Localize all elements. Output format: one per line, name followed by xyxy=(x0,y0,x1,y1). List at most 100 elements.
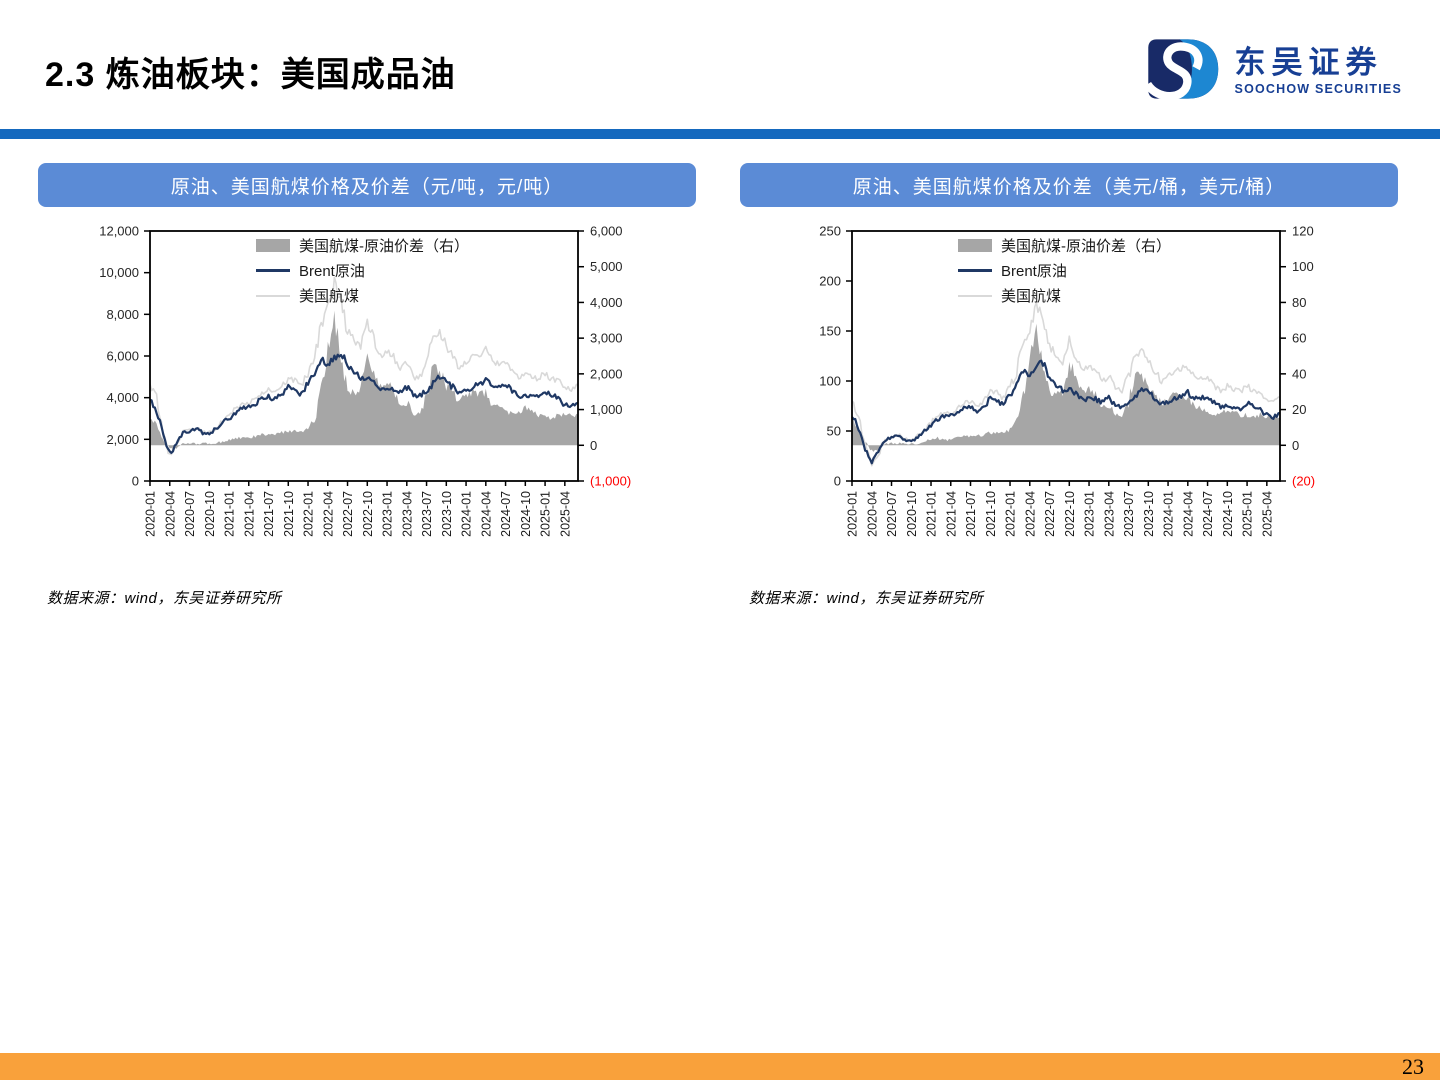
svg-text:2,000: 2,000 xyxy=(106,432,139,447)
svg-text:1,000: 1,000 xyxy=(590,402,623,417)
svg-text:2023-10: 2023-10 xyxy=(440,491,454,537)
svg-text:2022-01: 2022-01 xyxy=(1004,491,1018,537)
svg-text:0: 0 xyxy=(1292,438,1299,453)
chart-title-cny: 原油、美国航煤价格及价差（元/吨，元/吨） xyxy=(38,163,696,207)
svg-text:3,000: 3,000 xyxy=(590,331,623,346)
svg-text:2024-04: 2024-04 xyxy=(1181,491,1195,537)
footer-bar xyxy=(0,1053,1440,1080)
svg-text:2021-04: 2021-04 xyxy=(944,491,958,537)
svg-text:2022-10: 2022-10 xyxy=(1063,491,1077,537)
legend-label-spread: 美国航煤-原油价差（右） xyxy=(299,238,469,255)
svg-text:2023-07: 2023-07 xyxy=(1122,491,1136,537)
svg-text:2023-01: 2023-01 xyxy=(1083,491,1097,537)
svg-text:2021-01: 2021-01 xyxy=(925,491,939,537)
svg-text:8,000: 8,000 xyxy=(106,307,139,322)
svg-text:2024-01: 2024-01 xyxy=(460,491,474,537)
svg-text:2024-07: 2024-07 xyxy=(499,491,513,537)
charts-row: 原油、美国航煤价格及价差（元/吨，元/吨） 美国航煤-原油价差（右） Brent… xyxy=(38,163,1398,608)
svg-text:2021-07: 2021-07 xyxy=(964,491,978,537)
legend-item-brent: Brent原油 xyxy=(958,260,1171,281)
svg-text:2022-04: 2022-04 xyxy=(1023,491,1037,537)
legend-label-brent: Brent原油 xyxy=(299,263,365,280)
legend-label-jet: 美国航煤 xyxy=(299,288,360,305)
svg-text:2020-01: 2020-01 xyxy=(846,491,860,537)
legend-item-jet: 美国航煤 xyxy=(958,285,1171,306)
svg-text:200: 200 xyxy=(819,274,841,289)
svg-text:20: 20 xyxy=(1292,402,1306,417)
svg-text:100: 100 xyxy=(819,374,841,389)
svg-text:2025-04: 2025-04 xyxy=(1260,491,1274,537)
legend-label-spread: 美国航煤-原油价差（右） xyxy=(1001,238,1171,255)
logo-name-en: SOOCHOW SECURITIES xyxy=(1234,81,1402,96)
chart-usd: 美国航煤-原油价差（右） Brent原油 美国航煤 0 50 100 150 200 25… xyxy=(740,223,1398,563)
legend-swatch-jet-line xyxy=(958,294,992,297)
svg-text:0: 0 xyxy=(834,474,841,489)
svg-text:100: 100 xyxy=(1292,259,1314,274)
svg-text:0: 0 xyxy=(590,438,597,453)
svg-text:250: 250 xyxy=(819,224,841,239)
svg-text:2020-01: 2020-01 xyxy=(144,491,158,537)
svg-text:2022-04: 2022-04 xyxy=(321,491,335,537)
svg-text:50: 50 xyxy=(827,424,841,439)
legend-swatch-brent-line xyxy=(958,269,992,272)
svg-text:2020-04: 2020-04 xyxy=(865,491,879,537)
svg-text:2023-04: 2023-04 xyxy=(1102,491,1116,537)
logo-name-cn: 东吴证券 xyxy=(1234,45,1383,81)
svg-text:2023-10: 2023-10 xyxy=(1142,491,1156,537)
svg-text:60: 60 xyxy=(1292,331,1306,346)
svg-text:2024-04: 2024-04 xyxy=(479,491,493,537)
svg-text:2020-07: 2020-07 xyxy=(885,491,899,537)
legend-item-spread: 美国航煤-原油价差（右） xyxy=(958,235,1171,256)
header-divider-bar xyxy=(0,129,1440,139)
legend-item-jet: 美国航煤 xyxy=(256,285,469,306)
chart-legend-usd: 美国航煤-原油价差（右） Brent原油 美国航煤 xyxy=(958,235,1171,306)
svg-text:2021-07: 2021-07 xyxy=(262,491,276,537)
svg-text:2,000: 2,000 xyxy=(590,366,623,381)
svg-text:12,000: 12,000 xyxy=(99,224,139,239)
svg-text:4,000: 4,000 xyxy=(590,295,623,310)
svg-text:2021-01: 2021-01 xyxy=(223,491,237,537)
svg-text:4,000: 4,000 xyxy=(106,390,139,405)
chart-title-usd: 原油、美国航煤价格及价差（美元/桶，美元/桶） xyxy=(740,163,1398,207)
legend-item-brent: Brent原油 xyxy=(256,260,469,281)
svg-text:2020-07: 2020-07 xyxy=(183,491,197,537)
legend-swatch-area xyxy=(958,239,992,252)
legend-label-brent: Brent原油 xyxy=(1001,263,1067,280)
svg-text:2021-10: 2021-10 xyxy=(282,491,296,537)
svg-text:5,000: 5,000 xyxy=(590,259,623,274)
chart-legend-cny: 美国航煤-原油价差（右） Brent原油 美国航煤 xyxy=(256,235,469,306)
svg-text:2024-10: 2024-10 xyxy=(1221,491,1235,537)
legend-swatch-brent-line xyxy=(256,269,290,272)
svg-text:(1,000): (1,000) xyxy=(590,474,631,489)
slide-header: 2.3 炼油板块：美国成品油 东吴证券 SOOCHOW SECURITIES xyxy=(0,0,1440,129)
svg-text:2020-04: 2020-04 xyxy=(163,491,177,537)
company-logo: 东吴证券 SOOCHOW SECURITIES xyxy=(1143,37,1402,106)
svg-text:2023-01: 2023-01 xyxy=(381,491,395,537)
svg-text:6,000: 6,000 xyxy=(106,349,139,364)
svg-text:2020-10: 2020-10 xyxy=(203,491,217,537)
svg-text:2023-07: 2023-07 xyxy=(420,491,434,537)
svg-text:(20): (20) xyxy=(1292,474,1315,489)
svg-text:40: 40 xyxy=(1292,366,1306,381)
source-note-usd: 数据来源：wind，东吴证券研究所 xyxy=(749,590,984,607)
legend-swatch-area xyxy=(256,239,290,252)
svg-text:2024-10: 2024-10 xyxy=(519,491,533,537)
legend-swatch-jet-line xyxy=(256,294,290,297)
svg-text:2021-10: 2021-10 xyxy=(984,491,998,537)
svg-text:10,000: 10,000 xyxy=(99,265,139,280)
svg-text:2022-10: 2022-10 xyxy=(361,491,375,537)
svg-text:2022-07: 2022-07 xyxy=(341,491,355,537)
chart-panel-cny: 原油、美国航煤价格及价差（元/吨，元/吨） 美国航煤-原油价差（右） Brent… xyxy=(38,163,696,608)
svg-text:2023-04: 2023-04 xyxy=(400,491,414,537)
chart-plot-usd: 0 50 100 150 200 250 (20) 0 20 40 60 80 100 120 2020-0… xyxy=(819,224,1315,537)
svg-text:150: 150 xyxy=(819,324,841,339)
page-title: 2.3 炼油板块：美国成品油 xyxy=(45,56,456,94)
logo-text: 东吴证券 SOOCHOW SECURITIES xyxy=(1235,47,1402,96)
svg-text:6,000: 6,000 xyxy=(590,224,623,239)
svg-text:120: 120 xyxy=(1292,224,1314,239)
page-number: 23 xyxy=(1402,1054,1424,1079)
svg-text:0: 0 xyxy=(132,474,139,489)
legend-label-jet: 美国航煤 xyxy=(1001,288,1062,305)
legend-item-spread: 美国航煤-原油价差（右） xyxy=(256,235,469,256)
